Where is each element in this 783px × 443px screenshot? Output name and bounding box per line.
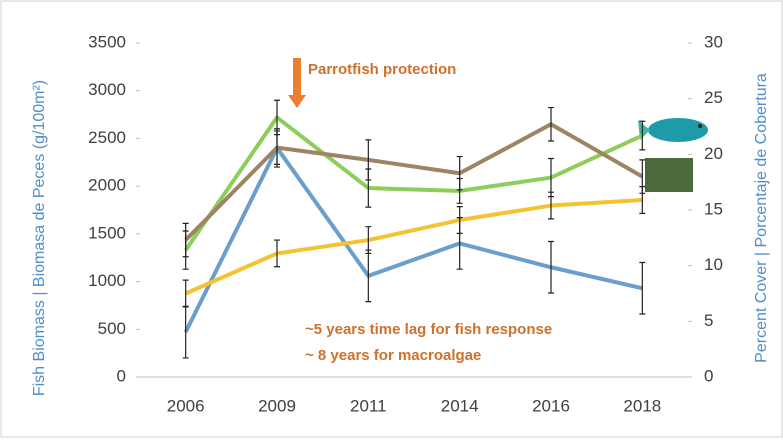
error-bar (365, 139, 372, 181)
error-bar (182, 279, 189, 308)
y-tick-label: 500 (98, 319, 126, 338)
annotation: ~ 8 years for macroalgae (305, 347, 481, 364)
series-line (183, 145, 643, 334)
y-tick-label: 2000 (88, 176, 126, 195)
series-line (184, 197, 643, 296)
error-bar (639, 261, 646, 315)
y-tick-label: 1500 (88, 223, 126, 242)
x-tick-label: 2014 (441, 396, 479, 415)
x-tick-label: 2006 (167, 396, 205, 415)
x-tick-label: 2018 (623, 396, 661, 415)
x-tick-label: 2009 (258, 396, 296, 415)
y-tick-label: 3000 (88, 80, 126, 99)
y-tick-label: 3500 (88, 32, 126, 51)
y-axis-label: Fish Biomass | Biomasa de Peces (g/100m²… (31, 80, 48, 396)
y-tick-label: 2500 (88, 128, 126, 147)
annotation: Parrotfish protection (308, 61, 456, 78)
y-tick-label: 1000 (88, 271, 126, 290)
y2-tick-label: 10 (704, 255, 723, 274)
error-bar (365, 226, 372, 255)
error-bar (548, 106, 554, 142)
annotation: ~5 years time lag for fish response (305, 321, 552, 338)
y2-axis-label: Percent Cover | Porcentaje de Cobertura (753, 73, 770, 363)
x-tick-label: 2016 (532, 396, 570, 415)
error-bar (456, 155, 463, 191)
x-tick-label: 2011 (350, 396, 387, 415)
y2-tick-label: 5 (704, 311, 713, 330)
error-bar (639, 120, 646, 151)
y2-tick-label: 20 (704, 144, 723, 163)
arrow (288, 58, 306, 108)
y2-tick-label: 25 (704, 88, 723, 107)
series-line (184, 122, 644, 242)
error-bar (182, 222, 189, 258)
y2-tick-label: 15 (704, 199, 723, 218)
error-bar (548, 240, 554, 294)
y2-tick-label: 30 (704, 32, 723, 51)
error-bar (274, 239, 280, 268)
y-tick-label: 0 (117, 366, 126, 385)
algae-icon (645, 158, 693, 192)
error-bar (274, 130, 280, 165)
series-line (184, 115, 644, 252)
y2-tick-label: 0 (704, 366, 713, 385)
error-bar (548, 191, 554, 220)
error-bar (456, 206, 463, 234)
error-bar (639, 186, 646, 214)
